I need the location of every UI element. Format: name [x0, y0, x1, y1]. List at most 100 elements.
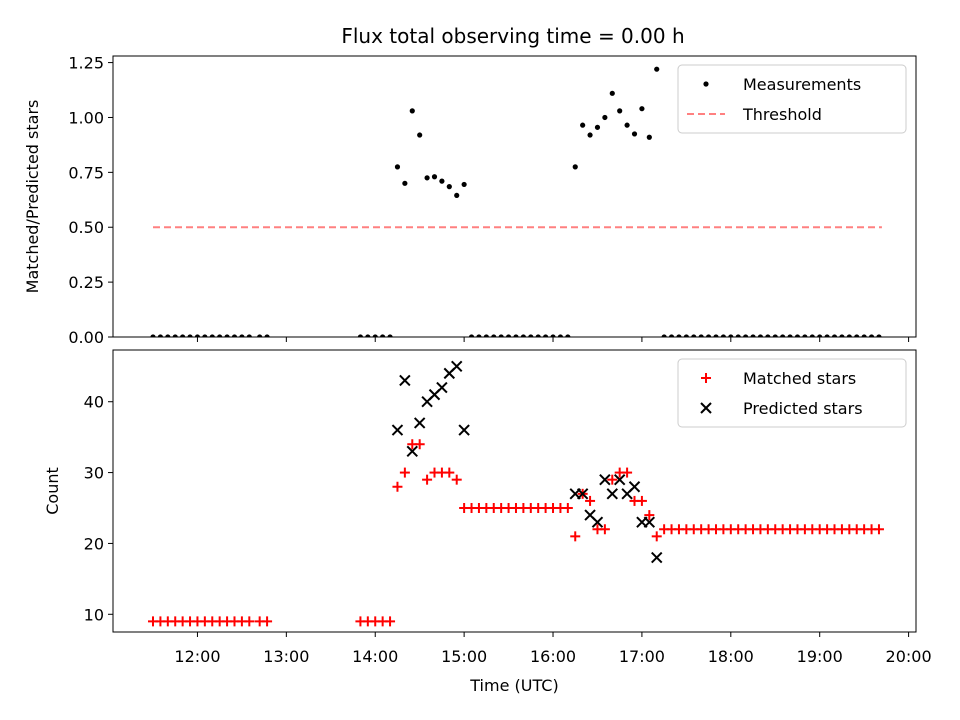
matched-star-point [636, 495, 647, 506]
matched-star-point [585, 495, 596, 506]
measurement-point [461, 181, 467, 188]
measurement-point [543, 334, 549, 337]
predicted-star-point [606, 488, 618, 500]
measurement-point [264, 334, 270, 337]
matched-star-point [570, 531, 581, 542]
predicted-star-point-b [399, 374, 411, 387]
x-tick-label: 17:00 [619, 647, 665, 666]
legend: Matched stars Predicted stars [677, 358, 907, 428]
measurement-point [491, 334, 497, 337]
measurement-point [246, 334, 252, 337]
measurement-point [683, 334, 689, 337]
measurement-point [165, 334, 171, 337]
legend-predicted-marker-b [700, 402, 712, 414]
measurement-point [409, 108, 415, 114]
x-tick-label: 13:00 [263, 647, 309, 666]
measurement-point [431, 174, 438, 180]
x-tick-label: 19:00 [797, 647, 843, 666]
measurement-point [787, 334, 793, 337]
measurement-point [720, 334, 726, 337]
predicted-star-point [591, 516, 604, 528]
data-layer [148, 360, 884, 627]
measurement-point [224, 334, 230, 337]
predicted-star-point [413, 417, 426, 429]
predicted-star-point-b [413, 417, 426, 429]
predicted-star-point [436, 381, 448, 394]
measurement-point [668, 334, 675, 337]
measurement-point [654, 66, 660, 72]
measurement-point [528, 334, 534, 337]
matched-star-point [399, 467, 410, 478]
measurement-point [580, 122, 586, 128]
plot-area: 0.00 0.25 0.50 0.75 1.00 1.25 Matched/Predicte… [23, 54, 932, 695]
y-tick-label: 0.00 [68, 328, 104, 347]
measurement-point [446, 184, 452, 190]
measurement-point [150, 334, 156, 337]
y-tick-label: 0.25 [68, 273, 104, 292]
measurement-point [194, 334, 201, 337]
measurement-point [639, 106, 645, 112]
predicted-star-point-b [458, 424, 470, 436]
measurement-point [565, 334, 571, 337]
legend-box [677, 64, 907, 134]
legend-label: Matched stars [743, 369, 856, 388]
measurement-point [365, 334, 371, 337]
y-tick-label: 1.00 [68, 108, 104, 127]
predicted-star-point [399, 374, 411, 387]
measurement-point [780, 334, 786, 337]
legend-predicted-marker [700, 402, 712, 414]
measurement-point [691, 334, 697, 337]
measurement-point [839, 334, 845, 337]
predicted-star-point [613, 473, 626, 486]
measurement-point [876, 334, 882, 337]
measurement-point [772, 334, 778, 337]
predicted-star-point-b [406, 445, 418, 458]
predicted-star-point-b [651, 551, 663, 564]
measurement-point [609, 90, 615, 96]
predicted-star-point-b [613, 473, 626, 486]
predicted-star-point [458, 424, 470, 436]
chart-title: Flux total observing time = 0.00 h [341, 24, 684, 48]
legend-matched-marker [701, 373, 711, 383]
measurement-point [380, 334, 386, 337]
measurement-point [824, 334, 830, 337]
measurement-point [831, 334, 838, 337]
predicted-star-point-b [599, 473, 611, 486]
measurement-point [180, 334, 186, 337]
predicted-star-point [599, 473, 611, 486]
matched-star-point [444, 467, 455, 478]
predicted-star-point-b [643, 516, 656, 528]
y-tick-label: 30 [84, 464, 104, 483]
measurement-point [817, 334, 823, 337]
measurement-point [676, 334, 682, 337]
measurement-point [572, 164, 578, 170]
legend-measurement-marker [703, 81, 709, 87]
measurement-point [424, 175, 430, 181]
matched-star-point [422, 474, 433, 485]
measurement-point [439, 178, 445, 184]
x-axis-label: Time (UTC) [469, 676, 558, 695]
predicted-star-point-b [606, 488, 618, 500]
matched-star-point [451, 474, 462, 485]
legend: Measurements Threshold [677, 64, 907, 134]
measurement-point [172, 334, 178, 337]
predicted-star-point [451, 360, 463, 373]
measurement-point [631, 131, 638, 137]
y-axis-label: Matched/Predicted stars [23, 100, 42, 294]
data-layer [150, 66, 882, 337]
measurement-point [394, 164, 401, 170]
measurement-point [757, 334, 764, 337]
measurement-point [602, 114, 608, 121]
x-tick-label: 15:00 [441, 647, 487, 666]
measurement-point [505, 334, 512, 337]
predicted-star-point-b [451, 360, 463, 373]
measurement-point [861, 334, 867, 337]
measurement-point [550, 334, 556, 337]
measurement-point [402, 180, 408, 186]
predicted-star-point [651, 551, 663, 564]
matched-star-point [644, 510, 655, 521]
panel-2: 10 20 30 40 12:00 13:00 14:00 15:00 16:00 17:00 18… [43, 349, 932, 695]
predicted-star-point [643, 516, 656, 528]
measurement-point [498, 334, 504, 337]
predicted-star-point-b [436, 381, 448, 394]
